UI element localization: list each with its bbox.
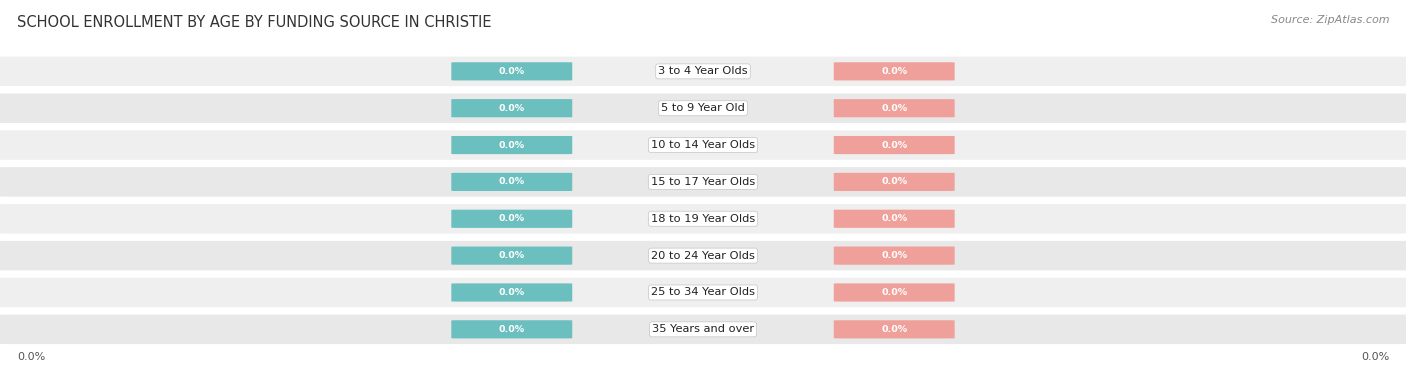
FancyBboxPatch shape xyxy=(451,62,572,81)
FancyBboxPatch shape xyxy=(0,241,1406,270)
FancyBboxPatch shape xyxy=(834,99,955,117)
FancyBboxPatch shape xyxy=(834,320,955,338)
Text: 0.0%: 0.0% xyxy=(882,141,907,150)
Text: 0.0%: 0.0% xyxy=(882,288,907,297)
Text: 0.0%: 0.0% xyxy=(17,352,45,361)
Text: 0.0%: 0.0% xyxy=(499,325,524,334)
Text: 18 to 19 Year Olds: 18 to 19 Year Olds xyxy=(651,214,755,224)
Text: 35 Years and over: 35 Years and over xyxy=(652,324,754,334)
FancyBboxPatch shape xyxy=(0,130,1406,160)
FancyBboxPatch shape xyxy=(451,173,572,191)
FancyBboxPatch shape xyxy=(834,173,955,191)
FancyBboxPatch shape xyxy=(0,57,1406,86)
Text: 0.0%: 0.0% xyxy=(882,104,907,113)
Text: SCHOOL ENROLLMENT BY AGE BY FUNDING SOURCE IN CHRISTIE: SCHOOL ENROLLMENT BY AGE BY FUNDING SOUR… xyxy=(17,15,491,30)
Text: 25 to 34 Year Olds: 25 to 34 Year Olds xyxy=(651,288,755,297)
Text: 0.0%: 0.0% xyxy=(499,67,524,76)
FancyBboxPatch shape xyxy=(451,320,572,338)
FancyBboxPatch shape xyxy=(0,204,1406,234)
FancyBboxPatch shape xyxy=(834,136,955,154)
FancyBboxPatch shape xyxy=(451,99,572,117)
Text: 0.0%: 0.0% xyxy=(499,288,524,297)
Text: 0.0%: 0.0% xyxy=(882,251,907,260)
Text: 0.0%: 0.0% xyxy=(882,325,907,334)
Text: 0.0%: 0.0% xyxy=(499,141,524,150)
Text: 0.0%: 0.0% xyxy=(499,214,524,223)
Text: 3 to 4 Year Olds: 3 to 4 Year Olds xyxy=(658,67,748,76)
FancyBboxPatch shape xyxy=(451,136,572,154)
Text: 15 to 17 Year Olds: 15 to 17 Year Olds xyxy=(651,177,755,187)
Text: 0.0%: 0.0% xyxy=(499,104,524,113)
Text: 5 to 9 Year Old: 5 to 9 Year Old xyxy=(661,103,745,113)
Text: 0.0%: 0.0% xyxy=(882,67,907,76)
Text: 10 to 14 Year Olds: 10 to 14 Year Olds xyxy=(651,140,755,150)
Text: 0.0%: 0.0% xyxy=(1361,352,1389,361)
FancyBboxPatch shape xyxy=(834,284,955,302)
FancyBboxPatch shape xyxy=(451,246,572,265)
FancyBboxPatch shape xyxy=(0,278,1406,307)
Text: 0.0%: 0.0% xyxy=(499,251,524,260)
Text: Source: ZipAtlas.com: Source: ZipAtlas.com xyxy=(1271,15,1389,25)
FancyBboxPatch shape xyxy=(451,284,572,302)
FancyBboxPatch shape xyxy=(834,62,955,81)
FancyBboxPatch shape xyxy=(0,314,1406,344)
FancyBboxPatch shape xyxy=(0,167,1406,197)
FancyBboxPatch shape xyxy=(451,210,572,228)
Text: 0.0%: 0.0% xyxy=(499,177,524,186)
FancyBboxPatch shape xyxy=(834,246,955,265)
FancyBboxPatch shape xyxy=(834,210,955,228)
FancyBboxPatch shape xyxy=(0,93,1406,123)
Text: 20 to 24 Year Olds: 20 to 24 Year Olds xyxy=(651,251,755,260)
Text: 0.0%: 0.0% xyxy=(882,177,907,186)
Text: 0.0%: 0.0% xyxy=(882,214,907,223)
